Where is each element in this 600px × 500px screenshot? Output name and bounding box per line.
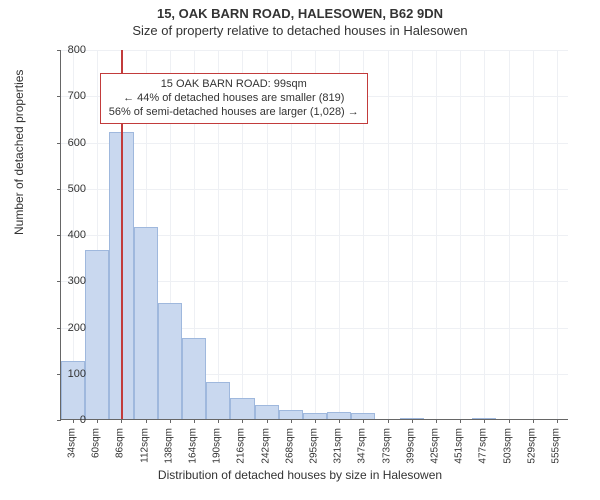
ytick-label: 400 [46,229,86,241]
histogram-bar [206,382,230,419]
xtick-label: 190sqm [212,428,223,464]
xtick-label: 399sqm [405,428,416,464]
ytick-label: 0 [46,414,86,426]
histogram-bar [303,413,327,419]
ytick-label: 200 [46,322,86,334]
xtick-mark [170,419,171,423]
xtick-label: 347sqm [357,428,368,464]
xtick-label: 268sqm [284,428,295,464]
gridline-v [557,50,558,419]
xtick-label: 503sqm [502,428,513,464]
xtick-mark [460,419,461,423]
histogram-bar [351,413,375,419]
annotation-line: 15 OAK BARN ROAD: 99sqm [109,78,359,92]
x-axis-label: Distribution of detached houses by size … [0,468,600,482]
xtick-mark [509,419,510,423]
xtick-label: 60sqm [91,428,102,458]
histogram-bar [158,303,182,419]
xtick-mark [533,419,534,423]
xtick-label: 555sqm [550,428,561,464]
chart-area: 15 OAK BARN ROAD: 99sqm← 44% of detached… [60,50,568,420]
xtick-label: 321sqm [333,428,344,464]
xtick-label: 86sqm [115,428,126,458]
chart-title-block: 15, OAK BARN ROAD, HALESOWEN, B62 9DN Si… [0,0,600,38]
gridline-v [436,50,437,419]
xtick-mark [146,419,147,423]
xtick-mark [339,419,340,423]
xtick-label: 34sqm [67,428,78,458]
xtick-mark [121,419,122,423]
plot-region: 15 OAK BARN ROAD: 99sqm← 44% of detached… [60,50,568,420]
ytick-label: 800 [46,44,86,56]
xtick-mark [388,419,389,423]
xtick-label: 112sqm [139,428,150,463]
xtick-mark [194,419,195,423]
annotation-line: 56% of semi-detached houses are larger (… [109,106,359,120]
histogram-bar [472,418,496,419]
xtick-label: 477sqm [478,428,489,464]
gridline-v [388,50,389,419]
gridline-v [412,50,413,419]
ytick-label: 500 [46,183,86,195]
xtick-mark [315,419,316,423]
chart-title-sub: Size of property relative to detached ho… [0,23,600,38]
histogram-bar [134,227,158,419]
gridline-v [509,50,510,419]
xtick-label: 295sqm [309,428,320,464]
gridline-v [460,50,461,419]
xtick-mark [267,419,268,423]
xtick-mark [97,419,98,423]
property-annotation-box: 15 OAK BARN ROAD: 99sqm← 44% of detached… [100,73,368,124]
ytick-label: 700 [46,90,86,102]
xtick-mark [363,419,364,423]
ytick-label: 100 [46,368,86,380]
xtick-label: 529sqm [526,428,537,464]
ytick-label: 300 [46,275,86,287]
annotation-line: ← 44% of detached houses are smaller (81… [109,92,359,106]
xtick-mark [291,419,292,423]
histogram-bar [182,338,206,419]
xtick-label: 373sqm [381,428,392,464]
histogram-bar [327,412,351,419]
xtick-label: 451sqm [454,428,465,464]
xtick-mark [218,419,219,423]
ytick-label: 600 [46,137,86,149]
histogram-bar [255,405,279,419]
gridline-v [484,50,485,419]
xtick-mark [412,419,413,423]
xtick-label: 164sqm [188,428,199,464]
gridline-v [533,50,534,419]
xtick-label: 242sqm [260,428,271,464]
xtick-label: 216sqm [236,428,247,464]
xtick-label: 138sqm [163,428,174,464]
xtick-label: 425sqm [429,428,440,464]
histogram-bar [85,250,109,419]
y-axis-label: Number of detached properties [12,70,26,235]
chart-title-main: 15, OAK BARN ROAD, HALESOWEN, B62 9DN [0,6,600,21]
histogram-bar [230,398,254,419]
xtick-mark [484,419,485,423]
xtick-mark [436,419,437,423]
histogram-bar [279,410,303,419]
histogram-bar [400,418,424,419]
xtick-mark [242,419,243,423]
xtick-mark [557,419,558,423]
